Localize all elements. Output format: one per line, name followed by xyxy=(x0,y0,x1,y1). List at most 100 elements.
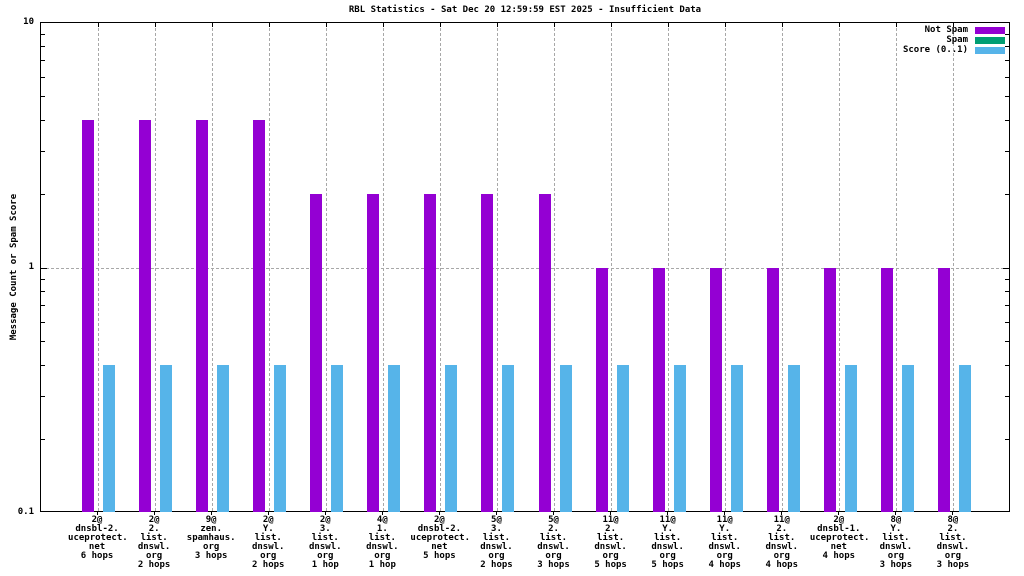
x-tick-bottom xyxy=(952,512,954,515)
bar-score-0-1- xyxy=(673,365,686,512)
x-category-label-line: 2@ xyxy=(319,515,331,525)
x-tick-bottom xyxy=(553,512,555,515)
y-minor-tick-left xyxy=(41,60,45,62)
x-category-label: 2@ dnsbl-2. uceprotect. net 5 hops xyxy=(410,515,470,561)
bar-score-0-1- xyxy=(787,365,800,512)
x-category-label: 2@ Y. list. dnswl. org 2 hops xyxy=(239,516,297,570)
y-minor-tick-left xyxy=(41,438,45,440)
bar-not-spam xyxy=(595,268,608,512)
x-category-label-line: 11@ xyxy=(602,515,619,525)
x-category-label-line: list. xyxy=(140,533,168,543)
y-minor-tick-left xyxy=(41,193,45,195)
x-category-label-line: spamhaus. xyxy=(186,533,236,543)
x-tick-bottom xyxy=(324,512,326,515)
x-tick-bottom xyxy=(838,512,840,515)
x-category-label-line: dnswl. xyxy=(765,542,798,552)
bar-score-0-1- xyxy=(901,365,914,512)
x-tick-top xyxy=(725,23,727,27)
bar-score-0-1- xyxy=(103,365,116,512)
x-category-label-line: dnswl. xyxy=(879,542,913,552)
x-gridline xyxy=(839,23,841,511)
x-tick-bottom xyxy=(438,512,440,515)
x-tick-top xyxy=(268,23,270,27)
y-major-tick-left xyxy=(41,267,47,269)
x-category-label-line: dnswl. xyxy=(537,542,570,552)
x-category-label: 5@ 2. list. dnswl. org 3 hops xyxy=(525,516,583,570)
x-category-label-line: uceprotect. xyxy=(809,533,870,543)
legend-swatch xyxy=(975,26,1005,34)
x-gridline xyxy=(953,23,955,511)
x-category-label-line: dnsbl-2. xyxy=(75,524,119,534)
bar-not-spam xyxy=(253,120,266,512)
x-category-label: 2@ dnsbl-2. uceprotect. net 6 hops xyxy=(68,515,128,561)
x-category-label-line: dnswl. xyxy=(309,542,342,552)
x-category-label-line: org xyxy=(317,551,334,561)
x-gridline xyxy=(382,23,384,511)
x-gridline xyxy=(611,23,613,511)
x-category-label-line: 2 hops xyxy=(251,560,285,570)
x-category-label-line: uceprotect. xyxy=(68,533,128,543)
x-category-label-line: Y. xyxy=(890,524,902,534)
legend-swatch xyxy=(975,36,1005,44)
x-category-label-line: 8@ xyxy=(947,515,959,525)
x-category-label: 2@ 2. list. dnswl. org 2 hops xyxy=(125,516,183,570)
legend-item: Spam xyxy=(903,35,1005,45)
legend-label: Score (0..1) xyxy=(902,45,968,55)
x-gridline xyxy=(268,23,270,511)
y-minor-tick-right xyxy=(1005,438,1009,440)
x-category-label-line: 1 hop xyxy=(368,560,396,570)
y-minor-tick-left xyxy=(41,321,45,323)
bar-not-spam xyxy=(82,120,95,512)
x-category-label-line: 4 hops xyxy=(822,551,856,561)
x-tick-top xyxy=(668,23,670,27)
x-tick-bottom xyxy=(267,512,269,515)
x-category-label-line: 2@ xyxy=(833,515,845,525)
x-category-label-line: list. xyxy=(482,533,511,543)
y-minor-tick-left xyxy=(41,33,45,35)
x-category-label-line: zen. xyxy=(200,524,223,534)
chart-title: RBL Statistics - Sat Dec 20 12:59:59 EST… xyxy=(348,5,702,15)
x-category-label-line: list. xyxy=(882,533,910,543)
x-category-label-line: dnswl. xyxy=(936,542,970,552)
x-category-label-line: 3 hops xyxy=(537,560,570,570)
x-category-label-line: list. xyxy=(368,533,396,543)
x-category-label-line: 5 hops xyxy=(423,551,456,561)
bar-score-0-1- xyxy=(274,365,287,512)
x-gridline xyxy=(211,23,213,511)
x-category-label-line: 2@ xyxy=(433,515,445,525)
bar-not-spam xyxy=(310,194,323,512)
y-minor-tick-left xyxy=(41,278,45,280)
x-tick-bottom xyxy=(153,512,155,515)
y-minor-tick-left xyxy=(41,46,45,48)
x-gridline xyxy=(97,23,99,511)
x-category-label-line: 4@ xyxy=(376,515,388,525)
x-category-label-line: dnswl. xyxy=(651,542,684,552)
x-category-label-line: Y. xyxy=(662,524,674,534)
plot-area xyxy=(40,22,1010,512)
x-tick-top xyxy=(839,23,841,27)
x-category-label-line: org xyxy=(260,551,277,561)
bar-score-0-1- xyxy=(217,365,230,512)
y-minor-tick-right xyxy=(1005,305,1009,307)
bar-not-spam xyxy=(652,268,665,512)
x-category-label-line: 1. xyxy=(376,524,388,534)
x-tick-top xyxy=(611,23,613,27)
x-category-label: 9@ zen. spamhaus. org 3 hops xyxy=(182,516,240,561)
x-gridline xyxy=(325,23,327,511)
x-category-label-line: 1 hop xyxy=(311,560,339,570)
y-major-tick-right xyxy=(1003,267,1009,269)
bar-score-0-1- xyxy=(388,365,401,512)
x-category-label-line: 5@ xyxy=(491,515,502,525)
bar-score-0-1- xyxy=(331,365,344,512)
y-tick-label: 10 xyxy=(23,16,34,27)
x-tick-top xyxy=(439,23,441,27)
x-category-label-line: list. xyxy=(939,533,967,543)
x-category-label-line: 5 hops xyxy=(594,560,627,570)
x-category-label-line: list. xyxy=(311,533,339,543)
bar-score-0-1- xyxy=(616,365,629,512)
x-category-label-line: 2@ xyxy=(91,515,103,525)
x-category-label-line: 9@ xyxy=(205,515,217,525)
y-minor-tick-left xyxy=(41,119,45,121)
x-tick-top xyxy=(154,23,156,27)
